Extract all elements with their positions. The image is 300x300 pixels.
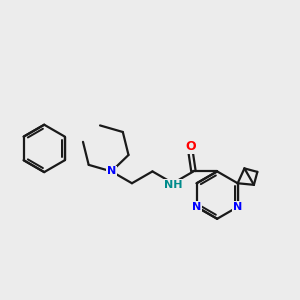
Text: N: N	[192, 202, 201, 212]
Text: NH: NH	[164, 180, 182, 190]
Text: O: O	[185, 140, 196, 153]
Text: N: N	[233, 202, 242, 212]
Text: N: N	[107, 167, 116, 176]
